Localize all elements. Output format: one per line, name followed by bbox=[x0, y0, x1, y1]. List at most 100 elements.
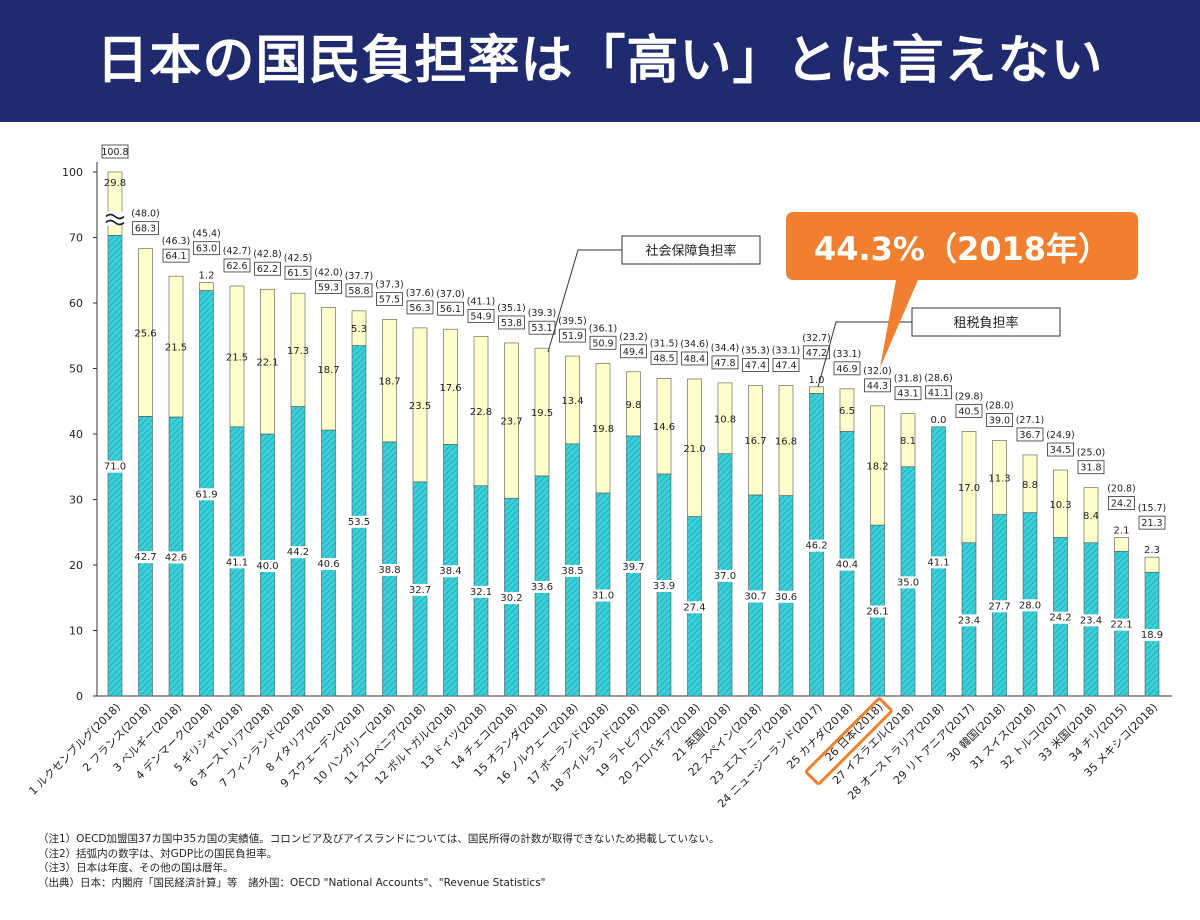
tax-label-bg bbox=[776, 590, 796, 603]
total-value-label: 62.2 bbox=[257, 264, 278, 275]
total-value-label: 62.6 bbox=[226, 261, 247, 272]
social-security-value-label: 18.7 bbox=[378, 377, 400, 388]
bar-social-security bbox=[168, 275, 184, 418]
total-value-box bbox=[833, 361, 861, 376]
total-value-box bbox=[1047, 442, 1074, 457]
total-value-label: 48.4 bbox=[684, 354, 705, 365]
total-value-label: 63.0 bbox=[196, 244, 217, 255]
tax-label-bg bbox=[501, 592, 522, 605]
bar-social-security bbox=[626, 371, 641, 437]
tax-value-label: 61.9 bbox=[195, 489, 217, 500]
social-security-value-label: 17.0 bbox=[958, 483, 980, 494]
gdp-ratio-label: (28.0) bbox=[985, 401, 1014, 412]
total-value-label: 64.1 bbox=[165, 251, 186, 262]
total-value-box bbox=[132, 221, 159, 236]
note-1: （注1）OECD加盟国37カ国中35カ国の実績値。コロンビア及びアイスランドにつ… bbox=[38, 833, 720, 845]
tax-value-label: 71.0 bbox=[104, 462, 126, 473]
total-value-label: 43.1 bbox=[897, 389, 918, 400]
total-value-box bbox=[772, 358, 800, 372]
tax-label-bg bbox=[898, 576, 918, 589]
total-value-label: 57.5 bbox=[379, 294, 400, 305]
gdp-ratio-label: (33.1) bbox=[833, 349, 862, 360]
total-value-box bbox=[437, 301, 464, 316]
gdp-ratio-label: (46.3) bbox=[162, 236, 191, 247]
social-security-value-label: 23.7 bbox=[500, 417, 522, 428]
tax-value-label: 33.9 bbox=[653, 581, 675, 592]
gdp-ratio-label: (32.7) bbox=[802, 333, 831, 344]
tax-value-label: 37.0 bbox=[714, 571, 736, 582]
tax-value-label: 44.2 bbox=[287, 547, 309, 558]
bar-social-security bbox=[595, 362, 611, 494]
gdp-ratio-label: (42.7) bbox=[223, 246, 252, 257]
gdp-ratio-label: (28.6) bbox=[924, 373, 953, 384]
bar-social-security bbox=[351, 310, 367, 346]
tax-label-bg bbox=[1142, 629, 1162, 642]
tax-value-label: 30.6 bbox=[775, 592, 797, 603]
tax-value-label: 22.1 bbox=[1110, 620, 1132, 631]
total-value-box bbox=[589, 335, 617, 350]
tax-label-bg bbox=[318, 558, 339, 571]
tax-label-bg bbox=[684, 601, 705, 614]
page-title: 日本の国民負担率は「高い」とは言えない bbox=[96, 31, 1104, 91]
bar-social-security bbox=[1144, 556, 1160, 573]
tax-label: 租税負担率 bbox=[953, 315, 1018, 331]
tax-leader bbox=[817, 321, 912, 388]
tax-label-bg bbox=[745, 590, 766, 603]
bar-social-security bbox=[870, 405, 885, 526]
social-security-value-label: 10.3 bbox=[1049, 500, 1071, 511]
gdp-ratio-label: (39.5) bbox=[558, 316, 587, 327]
bar-social-security bbox=[382, 319, 397, 443]
japan-highlight-box bbox=[805, 697, 893, 786]
tax-value-label: 33.6 bbox=[531, 582, 553, 593]
axis-break-icon bbox=[105, 213, 125, 226]
total-value-box bbox=[681, 351, 708, 366]
tax-label-bg bbox=[806, 539, 827, 552]
social-security-value-label: 1.0 bbox=[809, 375, 825, 386]
footnotes: （注1）OECD加盟国37カ国中35カ国の実績値。コロンビア及びアイスランドにつ… bbox=[38, 832, 1178, 890]
tax-value-label: 39.7 bbox=[622, 562, 644, 573]
y-tick-label: 60 bbox=[69, 297, 83, 310]
gdp-ratio-label: (23.2) bbox=[619, 332, 648, 343]
tax-value-label: 32.1 bbox=[470, 587, 492, 598]
bar-social-security bbox=[992, 440, 1007, 515]
social-security-label-box bbox=[621, 235, 761, 265]
tax-value-label: 38.4 bbox=[439, 566, 461, 577]
bar-social-security bbox=[229, 285, 245, 428]
gdp-ratio-label: (48.0) bbox=[131, 209, 160, 220]
tax-label-bg bbox=[928, 556, 949, 569]
tax-label-bg bbox=[288, 546, 308, 559]
tax-value-label: 18.9 bbox=[1141, 630, 1163, 641]
bar-social-security bbox=[961, 431, 977, 544]
total-value-box bbox=[559, 328, 586, 343]
tax-label-bg bbox=[715, 569, 735, 582]
bar-social-security bbox=[138, 248, 153, 417]
bar-social-security bbox=[839, 388, 855, 432]
bar-social-security bbox=[900, 413, 916, 468]
japan-callout-bubble bbox=[786, 212, 1138, 368]
y-tick-label: 100 bbox=[62, 166, 83, 179]
total-value-label: 36.7 bbox=[1019, 430, 1040, 441]
total-value-label: 56.1 bbox=[440, 304, 461, 315]
tax-label-bg bbox=[410, 583, 430, 596]
social-security-value-label: 19.8 bbox=[592, 424, 614, 435]
total-value-label: 39.0 bbox=[989, 416, 1010, 427]
total-value-label: 44.3 bbox=[867, 381, 888, 392]
tax-value-label: 42.6 bbox=[165, 552, 187, 563]
total-value-box bbox=[284, 265, 312, 280]
total-value-box bbox=[254, 261, 281, 276]
gdp-ratio-label: (20.8) bbox=[1107, 483, 1136, 494]
bar-social-security bbox=[260, 288, 275, 435]
total-value-box bbox=[1016, 427, 1044, 442]
social-security-value-label: 25.6 bbox=[134, 328, 156, 339]
social-security-value-label: 8.8 bbox=[1022, 480, 1038, 491]
total-value-box bbox=[620, 344, 647, 359]
total-value-label: 41.1 bbox=[928, 388, 949, 399]
gdp-ratio-label: (35.1) bbox=[497, 303, 526, 314]
tax-value-label: 46.2 bbox=[805, 541, 827, 552]
gdp-ratio-label: (24.9) bbox=[1046, 430, 1075, 441]
tax-label-bg bbox=[593, 589, 613, 602]
tax-value-label: 32.7 bbox=[409, 585, 431, 596]
gdp-ratio-label: (29.8) bbox=[955, 391, 984, 402]
tax-label-bg bbox=[135, 551, 156, 564]
tax-value-label: 40.4 bbox=[836, 560, 858, 571]
